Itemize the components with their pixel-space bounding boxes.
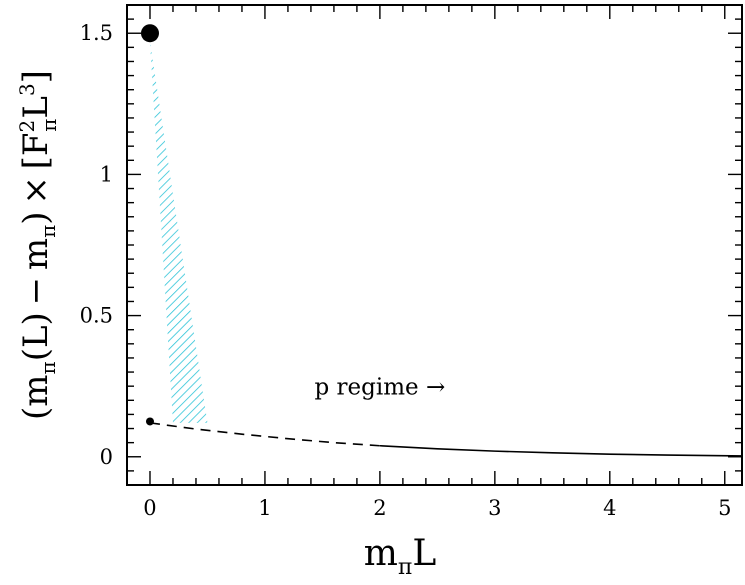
series-line-dashed [149, 422, 380, 447]
uncertainty-band [149, 41, 208, 423]
plot-frame [126, 4, 743, 486]
y-axis-ticks: 0 0.5 1 1.5 [80, 4, 742, 486]
hatched-band [149, 41, 208, 423]
x-tick-label: 1 [258, 496, 271, 520]
x-axis-ticks: 0 1 2 3 4 5 [126, 5, 731, 520]
x-tick-label: 4 [603, 496, 616, 520]
x-tick-label: 3 [488, 496, 501, 520]
x-tick-label: 2 [373, 496, 386, 520]
p-regime-annotation: p regime → [315, 375, 446, 401]
y-axis-title: (mπ(L) − mπ) × [F2πL3] [15, 70, 61, 420]
y-tick-label: 1.5 [80, 21, 113, 45]
y-tick-label: 0 [100, 445, 113, 469]
data-points [140, 24, 159, 426]
series-lines [149, 422, 743, 457]
x-tick-label: 5 [718, 496, 731, 520]
y-tick-label: 1 [100, 162, 113, 186]
y-tick-label: 0.5 [80, 304, 113, 328]
x-axis-title: mπL [364, 533, 437, 580]
x-tick-label: 0 [143, 496, 156, 520]
series-line-solid [379, 444, 743, 457]
small-data-point [145, 417, 154, 426]
large-data-point [140, 24, 159, 43]
